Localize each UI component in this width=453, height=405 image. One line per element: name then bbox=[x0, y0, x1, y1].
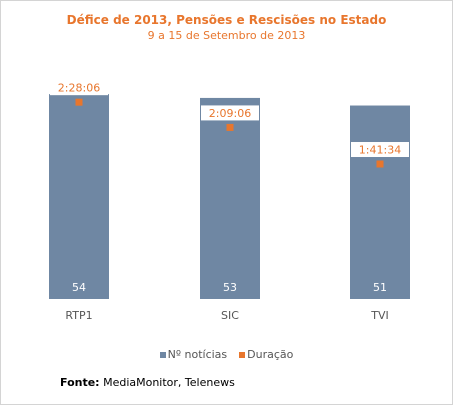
legend-item-duration: Duração bbox=[239, 348, 293, 361]
duration-label-sic: 2:09:06 bbox=[209, 107, 251, 120]
bar-value-label-rtp1: 54 bbox=[72, 281, 86, 294]
legend-swatch-duration bbox=[239, 351, 246, 358]
bar-sic bbox=[200, 97, 260, 300]
category-label-sic: SIC bbox=[221, 309, 239, 322]
legend: Nº notícias Duração bbox=[1, 348, 452, 361]
chart-plot: 54 RTP1 2:28:06 53 SIC 2:09:06 51 TVI 1:41:34 bbox=[49, 80, 410, 322]
bar-value-label-tvi: 51 bbox=[373, 281, 387, 294]
source-text: MediaMonitor, Telenews bbox=[103, 376, 235, 389]
chart-subtitle: 9 a 15 de Setembro de 2013 bbox=[147, 29, 306, 42]
source-label: Fonte: bbox=[60, 376, 100, 389]
legend-item-news-count: Nº notícias bbox=[159, 348, 228, 361]
duration-label-bg-rtp1 bbox=[50, 80, 108, 96]
duration-label-tvi: 1:41:34 bbox=[359, 144, 401, 157]
duration-point-tvi bbox=[376, 160, 384, 168]
category-label-rtp1: RTP1 bbox=[65, 309, 92, 322]
duration-point-rtp1 bbox=[75, 98, 83, 106]
bar-rtp1 bbox=[49, 94, 109, 299]
bar-tvi bbox=[350, 105, 410, 299]
duration-point-sic bbox=[226, 123, 234, 131]
legend-swatch-news-count bbox=[159, 351, 166, 358]
chart-title: Défice de 2013, Pensões e Rescisões no E… bbox=[66, 13, 387, 27]
duration-label-bg-sic bbox=[201, 105, 259, 121]
source-note: Fonte: MediaMonitor, Telenews bbox=[60, 376, 235, 389]
legend-label-news-count: Nº notícias bbox=[167, 348, 228, 361]
bar-value-label-sic: 53 bbox=[223, 281, 237, 294]
duration-label-bg-tvi bbox=[351, 142, 409, 158]
duration-label-rtp1: 2:28:06 bbox=[58, 82, 100, 95]
legend-label-duration: Duração bbox=[247, 348, 294, 361]
category-label-tvi: TVI bbox=[370, 309, 389, 322]
